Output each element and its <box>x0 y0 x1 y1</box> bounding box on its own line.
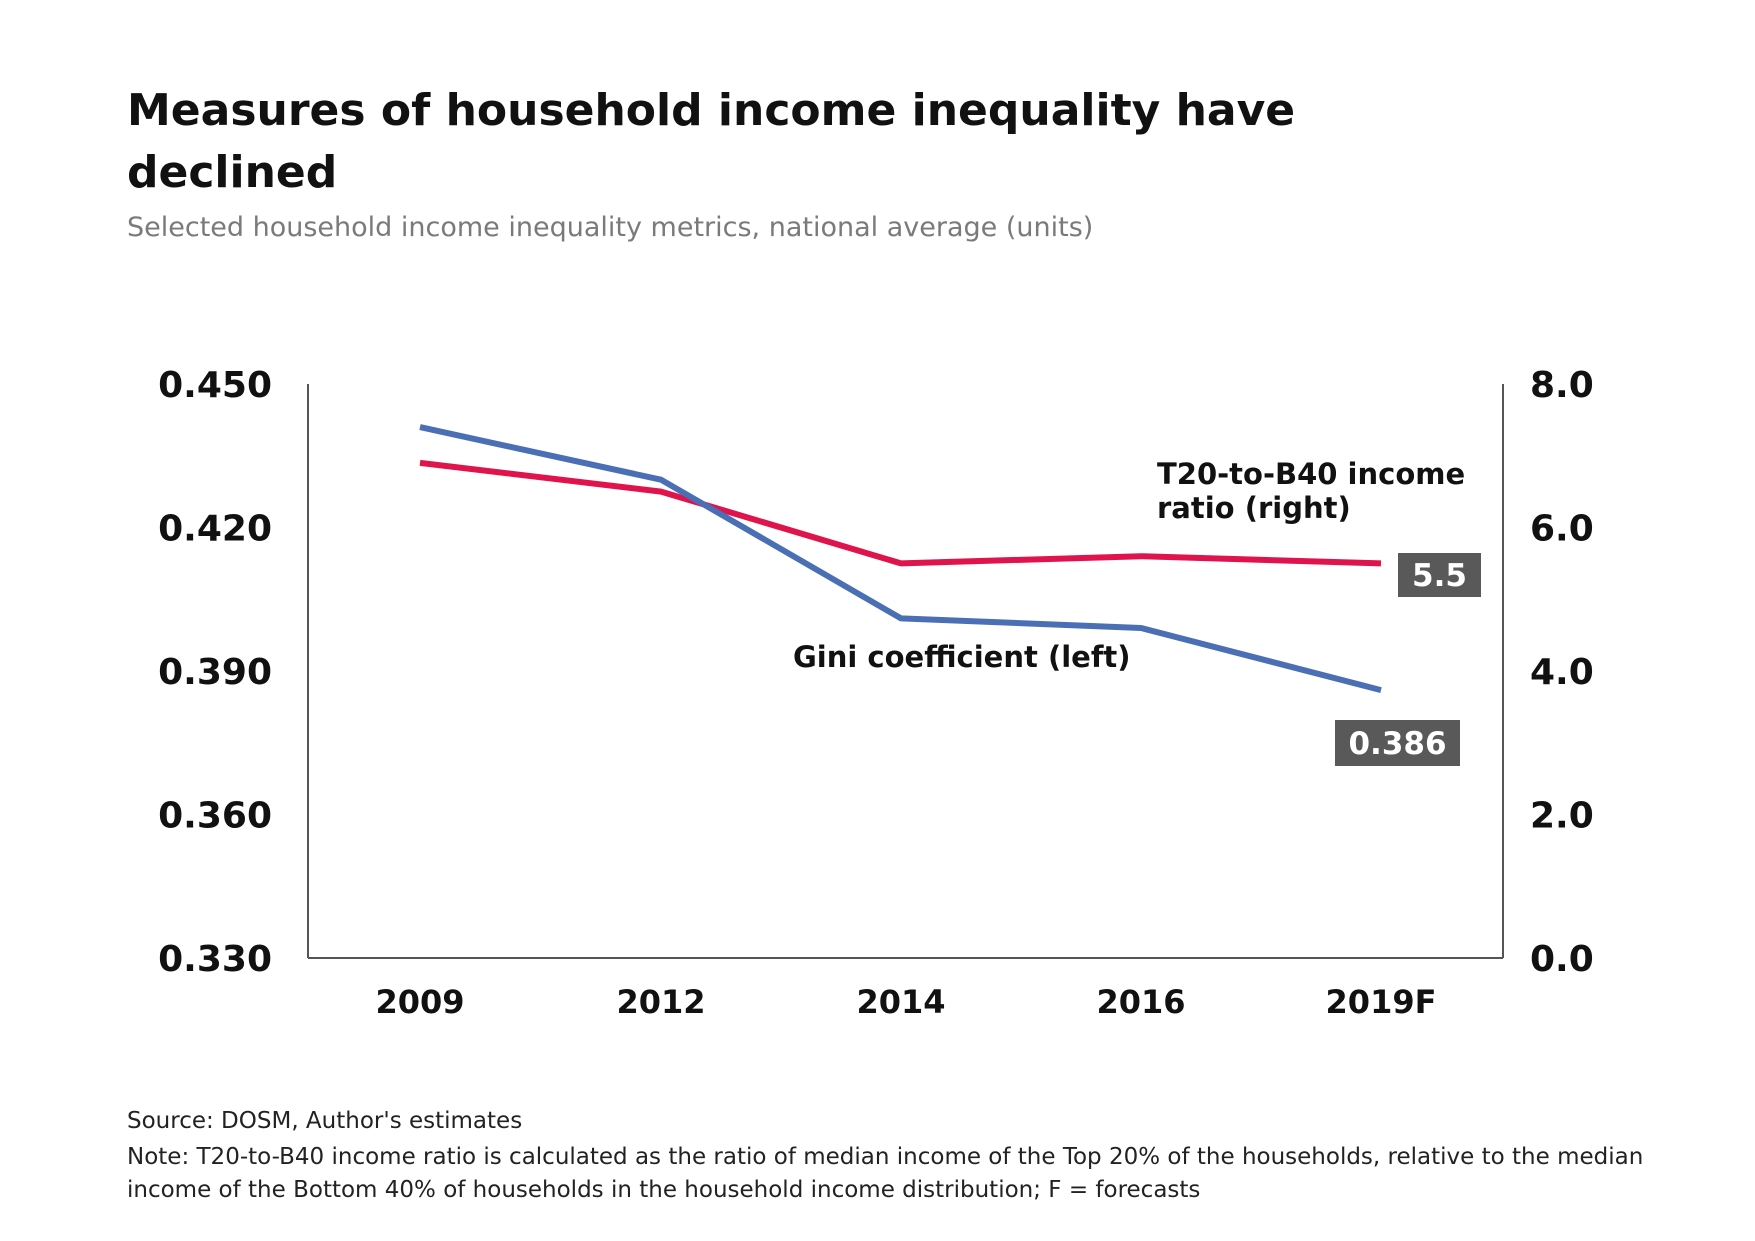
chart-subtitle: Selected household income inequality met… <box>127 212 1094 243</box>
series-line-gini <box>419 424 1382 694</box>
x-tick-label: 2016 <box>1096 983 1185 1021</box>
series-lines <box>419 424 1382 694</box>
series-label-t20-line-1: T20-to-B40 income <box>1157 457 1465 491</box>
chart-axes <box>307 384 1504 959</box>
right-tick-label: 4.0 <box>1530 652 1594 693</box>
x-tick-label: 2012 <box>616 983 705 1021</box>
left-tick-label: 0.360 <box>158 796 272 837</box>
chart-title: Measures of household income inequality … <box>127 85 1296 198</box>
series-labels: Gini coefficient (left) T20-to-B40 incom… <box>793 457 1465 674</box>
end-label-gini: 0.386 <box>1348 726 1446 762</box>
left-tick-label: 0.330 <box>158 939 272 980</box>
x-tick-label: 2019F <box>1326 983 1437 1021</box>
right-tick-label: 0.0 <box>1530 939 1594 980</box>
end-value-labels: 0.386 5.5 <box>1335 553 1481 766</box>
left-tick-label: 0.450 <box>158 365 272 406</box>
x-tick-label: 2014 <box>856 983 945 1021</box>
series-label-t20-line-2: ratio (right) <box>1157 491 1351 525</box>
end-label-box-gini <box>1335 720 1460 766</box>
series-line-t20-b40 <box>419 459 1382 567</box>
line-chart: 0.450 0.420 0.390 0.360 0.330 8.0 6.0 4.0 2.0 0.0… <box>158 365 1594 1021</box>
x-tick-label: 2009 <box>375 983 464 1021</box>
right-tick-label: 2.0 <box>1530 796 1594 837</box>
right-tick-label: 6.0 <box>1530 509 1594 550</box>
footnote: Note: T20-to-B40 income ratio is calcula… <box>127 1144 1644 1203</box>
end-label-box-t20-b40 <box>1398 553 1481 597</box>
series-label-gini: Gini coefficient (left) <box>793 640 1131 674</box>
source-note: Source: DOSM, Author's estimates <box>127 1108 523 1134</box>
tick-labels: 0.450 0.420 0.390 0.360 0.330 8.0 6.0 4.0 2.0 0.0… <box>158 365 1594 1021</box>
left-tick-label: 0.420 <box>158 509 272 550</box>
end-label-t20-b40: 5.5 <box>1412 558 1467 594</box>
left-tick-label: 0.390 <box>158 652 272 693</box>
right-tick-label: 8.0 <box>1530 365 1594 406</box>
